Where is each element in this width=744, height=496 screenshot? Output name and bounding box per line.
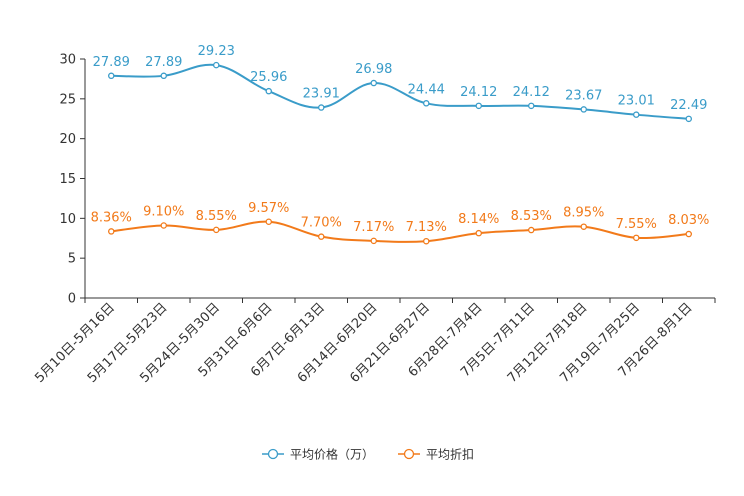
data-point [528, 226, 535, 234]
data-point [475, 229, 482, 237]
data-point [265, 218, 272, 226]
data-label: 25.96 [250, 70, 287, 85]
legend-marker [403, 448, 415, 460]
data-point [370, 237, 377, 245]
data-label: 26.98 [355, 62, 392, 77]
data-label: 7.55% [616, 217, 657, 232]
data-label: 22.49 [670, 98, 707, 113]
legend-item-2: 平均折扣 [398, 447, 474, 462]
data-label: 27.89 [93, 55, 130, 70]
y-tick-label: 5 [68, 252, 76, 267]
data-point [108, 228, 115, 235]
data-label: 29.23 [198, 44, 235, 59]
legend-marker [267, 448, 279, 460]
data-point [265, 87, 272, 95]
y-tick-label: 10 [59, 212, 76, 227]
data-point [685, 230, 693, 238]
data-point [317, 104, 325, 111]
data-label: 23.91 [303, 87, 340, 102]
data-label: 7.13% [406, 220, 447, 235]
data-point [633, 234, 640, 242]
data-label: 23.01 [618, 94, 655, 109]
y-tick-label: 0 [68, 292, 76, 307]
data-label: 8.36% [91, 210, 132, 225]
data-label: 23.67 [565, 88, 602, 103]
data-point [422, 100, 430, 107]
legend-label: 平均折扣 [426, 447, 474, 462]
legend-item-1: 平均价格（万） [262, 447, 374, 462]
series-1: 27.89 27.89 29.23 25.96 23.91 26.98 24.44 24.12… [93, 44, 707, 123]
data-point [580, 223, 588, 230]
y-tick-label: 25 [59, 92, 76, 107]
data-label: 8.95% [563, 206, 604, 221]
data-label: 7.17% [353, 220, 394, 235]
legend-label: 平均价格（万） [290, 447, 374, 462]
data-label: 24.44 [408, 82, 445, 97]
data-point [317, 233, 325, 240]
data-label: 7.70% [301, 216, 342, 231]
data-point [212, 226, 220, 234]
data-point [633, 111, 640, 118]
data-label: 24.12 [513, 85, 550, 100]
data-point [422, 237, 430, 245]
data-label: 8.53% [511, 209, 552, 224]
data-label: 8.55% [196, 209, 237, 224]
data-point [212, 61, 220, 69]
data-point [160, 72, 167, 80]
y-tick-label: 15 [59, 172, 76, 187]
data-label: 24.12 [460, 85, 497, 100]
data-label: 27.89 [145, 55, 182, 70]
series-layer: 27.89 27.89 29.23 25.96 23.91 26.98 24.44 24.12… [91, 44, 709, 245]
y-tick-label: 30 [59, 53, 76, 68]
data-label: 8.03% [668, 213, 709, 228]
y-tick-label: 20 [59, 132, 76, 147]
data-label: 9.10% [143, 205, 184, 220]
data-point [528, 102, 535, 110]
legend: 平均价格（万） 平均折扣 [262, 447, 474, 462]
data-point [580, 106, 588, 113]
data-point [370, 79, 377, 87]
series-2: 8.36% 9.10% 8.55% 9.57% 7.70% 7.17% 7.13% 8.14%… [91, 201, 709, 245]
data-label: 8.14% [458, 212, 499, 227]
series-line [111, 220, 689, 243]
data-point [475, 102, 482, 110]
data-point [160, 222, 167, 229]
data-point [685, 115, 693, 123]
data-label: 9.57% [248, 201, 289, 216]
data-point [108, 72, 115, 80]
series-line [111, 63, 689, 120]
